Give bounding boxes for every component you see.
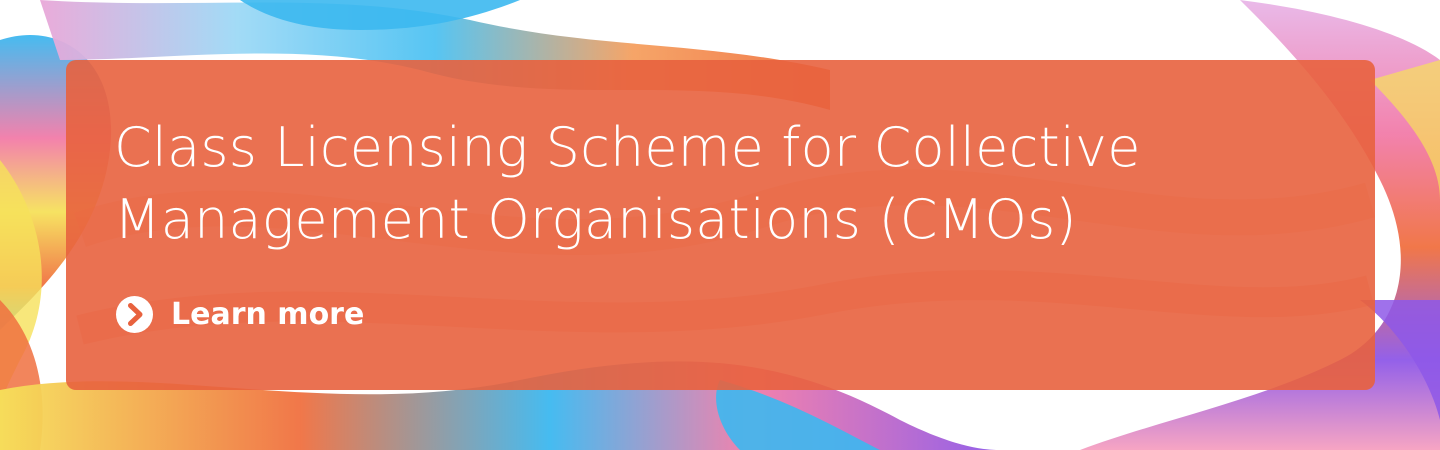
banner-headline: Class Licensing Scheme for Collective Ma…: [114, 112, 1344, 256]
headline-panel: Class Licensing Scheme for Collective Ma…: [66, 60, 1375, 390]
headline-line-2: Management Organisations (CMOs): [114, 188, 1077, 251]
learn-more-link[interactable]: Learn more: [116, 296, 364, 333]
chevron-circle-right-icon: [116, 296, 153, 333]
learn-more-label: Learn more: [171, 297, 365, 332]
headline-line-1: Class Licensing Scheme for Collective: [114, 116, 1141, 179]
